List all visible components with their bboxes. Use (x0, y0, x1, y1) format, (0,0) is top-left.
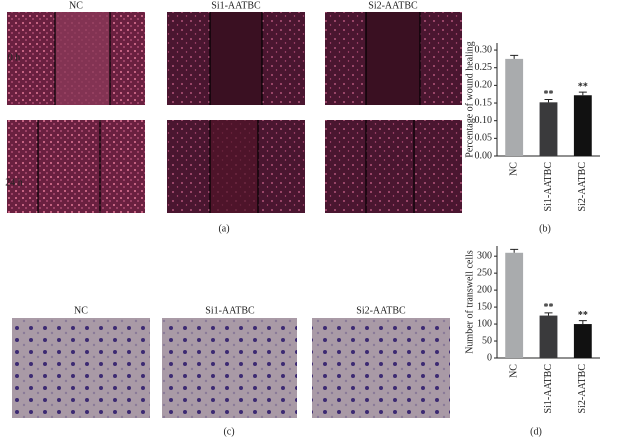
y-tick-label: 0.25 (475, 62, 493, 73)
y-tick-label: 0.15 (475, 97, 493, 108)
x-tick-label: Si2-AATBC (577, 364, 588, 414)
scratch (210, 12, 262, 105)
bar (539, 102, 558, 156)
bar (573, 324, 592, 358)
x-tick-label: Si1-AATBC (543, 364, 554, 414)
bar (539, 315, 558, 358)
panel-label: (c) (223, 426, 234, 437)
x-tick-label: Si2-AATBC (577, 162, 588, 212)
y-tick-label: 0.20 (475, 80, 493, 91)
y-tick-label: 0.00 (475, 150, 493, 161)
column-label: Si2-AATBC (356, 305, 406, 316)
bar (505, 252, 524, 358)
bar (573, 95, 592, 156)
y-tick-label: 50 (482, 335, 492, 346)
y-tick-label: 250 (477, 267, 492, 278)
micrograph (12, 318, 150, 418)
micrograph (312, 318, 450, 418)
error-bar (544, 99, 553, 103)
error-bar (544, 312, 553, 316)
y-tick-label: 0.30 (475, 44, 493, 55)
y-tick-label: 0 (487, 352, 492, 363)
micrograph (325, 120, 462, 213)
column-label: Si1-AATBC (205, 305, 255, 316)
scratch (55, 12, 110, 105)
micrograph (7, 120, 145, 213)
x-tick-label: NC (508, 364, 519, 378)
significance: ** (578, 310, 588, 321)
wound-images (7, 12, 462, 418)
y-tick-label: 0.05 (475, 133, 493, 144)
x-tick-label: Si1-AATBC (543, 162, 554, 212)
error-bar (510, 54, 519, 59)
column-label: NC (69, 0, 83, 11)
y-tick-label: 100 (477, 318, 492, 329)
y-tick-label: 200 (477, 284, 492, 295)
scratch (210, 120, 258, 213)
column-label: Si2-AATBC (368, 0, 418, 11)
y-tick-label: 150 (477, 301, 492, 312)
row-label: 0 h (8, 52, 21, 63)
scratch (366, 12, 420, 105)
micrograph (162, 318, 297, 418)
y-axis-label: Number of transwell cells (464, 250, 475, 354)
y-tick-label: 0.10 (475, 115, 493, 126)
column-label: Si1-AATBC (211, 0, 261, 11)
significance: ** (544, 302, 554, 313)
row-label: 24 h (5, 177, 23, 188)
panel-label: (b) (539, 223, 551, 234)
y-axis-label: Percentage of wound healing (464, 41, 475, 157)
error-bar (578, 91, 587, 96)
significance: ** (544, 89, 554, 100)
panel-label: (a) (218, 223, 229, 234)
error-bar (578, 320, 587, 325)
significance: ** (578, 81, 588, 92)
error-bar (510, 248, 519, 253)
bar (505, 58, 524, 156)
panel-label: (d) (530, 426, 542, 437)
column-label: NC (74, 305, 88, 316)
y-tick-label: 300 (477, 250, 492, 261)
x-tick-label: NC (508, 162, 519, 176)
